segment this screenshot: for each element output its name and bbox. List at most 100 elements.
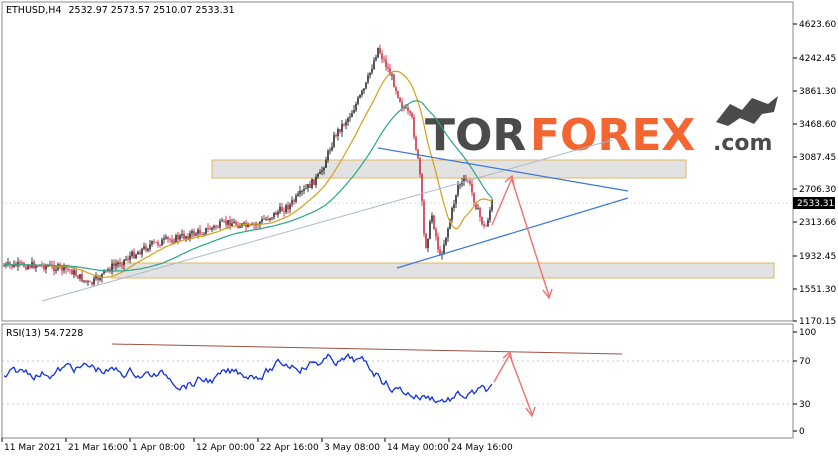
candle-body	[259, 221, 261, 225]
bull-bear-icon	[716, 96, 778, 126]
forecast-arrows	[491, 174, 553, 300]
candle-body	[297, 193, 299, 196]
time-tick-label: 14 May 00:00	[387, 443, 449, 453]
candle-body	[201, 234, 203, 235]
candle-body	[173, 242, 175, 244]
candle-body	[379, 47, 381, 54]
candle-body	[429, 221, 431, 239]
candle-body	[27, 265, 29, 270]
candle-body	[7, 262, 9, 264]
candle-body	[47, 265, 49, 267]
price-tick-label: 3468.60	[799, 120, 836, 130]
rsi-forecast-arrows	[493, 350, 536, 418]
candle-body	[341, 124, 343, 132]
candle-body	[477, 208, 479, 210]
candle-body	[309, 184, 311, 188]
candle-body	[479, 208, 481, 217]
candle-body	[351, 112, 353, 118]
candle-body	[403, 107, 405, 109]
long-term-trendline	[41, 139, 613, 302]
candle-body	[463, 178, 465, 182]
candle-body	[101, 273, 103, 279]
candle-body	[291, 200, 293, 205]
candle-body	[301, 190, 303, 192]
candle-body	[89, 281, 91, 283]
candle-body	[157, 242, 159, 245]
candle-body	[227, 220, 229, 225]
candle-body	[129, 256, 131, 260]
candle-body	[221, 220, 223, 222]
candle-body	[191, 231, 193, 234]
candle-body	[19, 262, 21, 263]
price-tick-label: 3087.45	[799, 153, 836, 163]
candle-body	[417, 149, 419, 159]
candle-body	[189, 233, 191, 239]
price-tick-label: 2706.30	[799, 185, 836, 195]
rsi-axis: 100 70 30 0	[793, 328, 816, 437]
candle-body	[323, 167, 325, 171]
candle-body	[53, 265, 55, 272]
candle-body	[239, 226, 241, 228]
moving-average-slow	[3, 100, 493, 272]
candle-body	[317, 173, 319, 177]
candle-body	[437, 236, 439, 250]
candle-body	[205, 227, 207, 234]
candle-body	[43, 264, 45, 270]
candle-body	[133, 251, 135, 259]
candle-body	[105, 269, 107, 271]
candle-body	[353, 110, 355, 113]
candle-body	[325, 160, 327, 168]
time-tick-label: 11 Mar 2021	[4, 443, 61, 453]
support-zone	[111, 262, 775, 279]
resistance-zone	[211, 159, 687, 179]
logo-text-tor: TOR	[425, 110, 526, 161]
candle-body	[211, 227, 213, 230]
candle-body	[385, 59, 387, 68]
candle-body	[319, 171, 321, 174]
candle-body	[195, 233, 197, 236]
candle-body	[237, 224, 239, 228]
candle-body	[337, 128, 339, 137]
candle-body	[433, 215, 435, 230]
candle-body	[161, 239, 163, 246]
candle-body	[375, 57, 377, 61]
candle-body	[303, 188, 305, 191]
candle-body	[209, 228, 211, 230]
candle-body	[255, 224, 257, 226]
candle-body	[447, 228, 449, 238]
candle-body	[147, 248, 149, 251]
candle-body	[143, 246, 145, 249]
candle-body	[69, 269, 71, 271]
candle-body	[177, 234, 179, 240]
candle-body	[175, 234, 177, 243]
candle-body	[185, 236, 187, 239]
rsi-plot-frame	[1, 323, 794, 439]
candle-body	[331, 146, 333, 151]
rsi-tick-label: 70	[799, 357, 811, 367]
candle-body	[165, 237, 167, 239]
candle-body	[117, 262, 119, 265]
candle-body	[365, 82, 367, 89]
candle-body	[277, 211, 279, 215]
price-tick-label: 4623.60	[799, 20, 836, 30]
candle-body	[71, 269, 73, 275]
candle-body	[153, 241, 155, 242]
candle-body	[269, 218, 271, 220]
time-tick-label: 12 Apr 00:00	[196, 443, 255, 453]
candle-body	[111, 263, 113, 272]
candle-body	[409, 111, 411, 114]
candle-body	[219, 221, 221, 228]
candle-body	[321, 170, 323, 172]
candle-body	[295, 195, 297, 202]
current-price-label: 2533.31	[797, 199, 834, 209]
candle-body	[425, 233, 427, 248]
candle-body	[491, 199, 493, 211]
candle-body	[109, 269, 111, 272]
candle-body	[77, 275, 79, 279]
rsi-label: RSI(13) 54.7228	[6, 328, 83, 339]
candle-body	[233, 221, 235, 224]
candle-body	[443, 244, 445, 254]
candle-body	[61, 266, 63, 271]
candle-body	[465, 178, 467, 181]
